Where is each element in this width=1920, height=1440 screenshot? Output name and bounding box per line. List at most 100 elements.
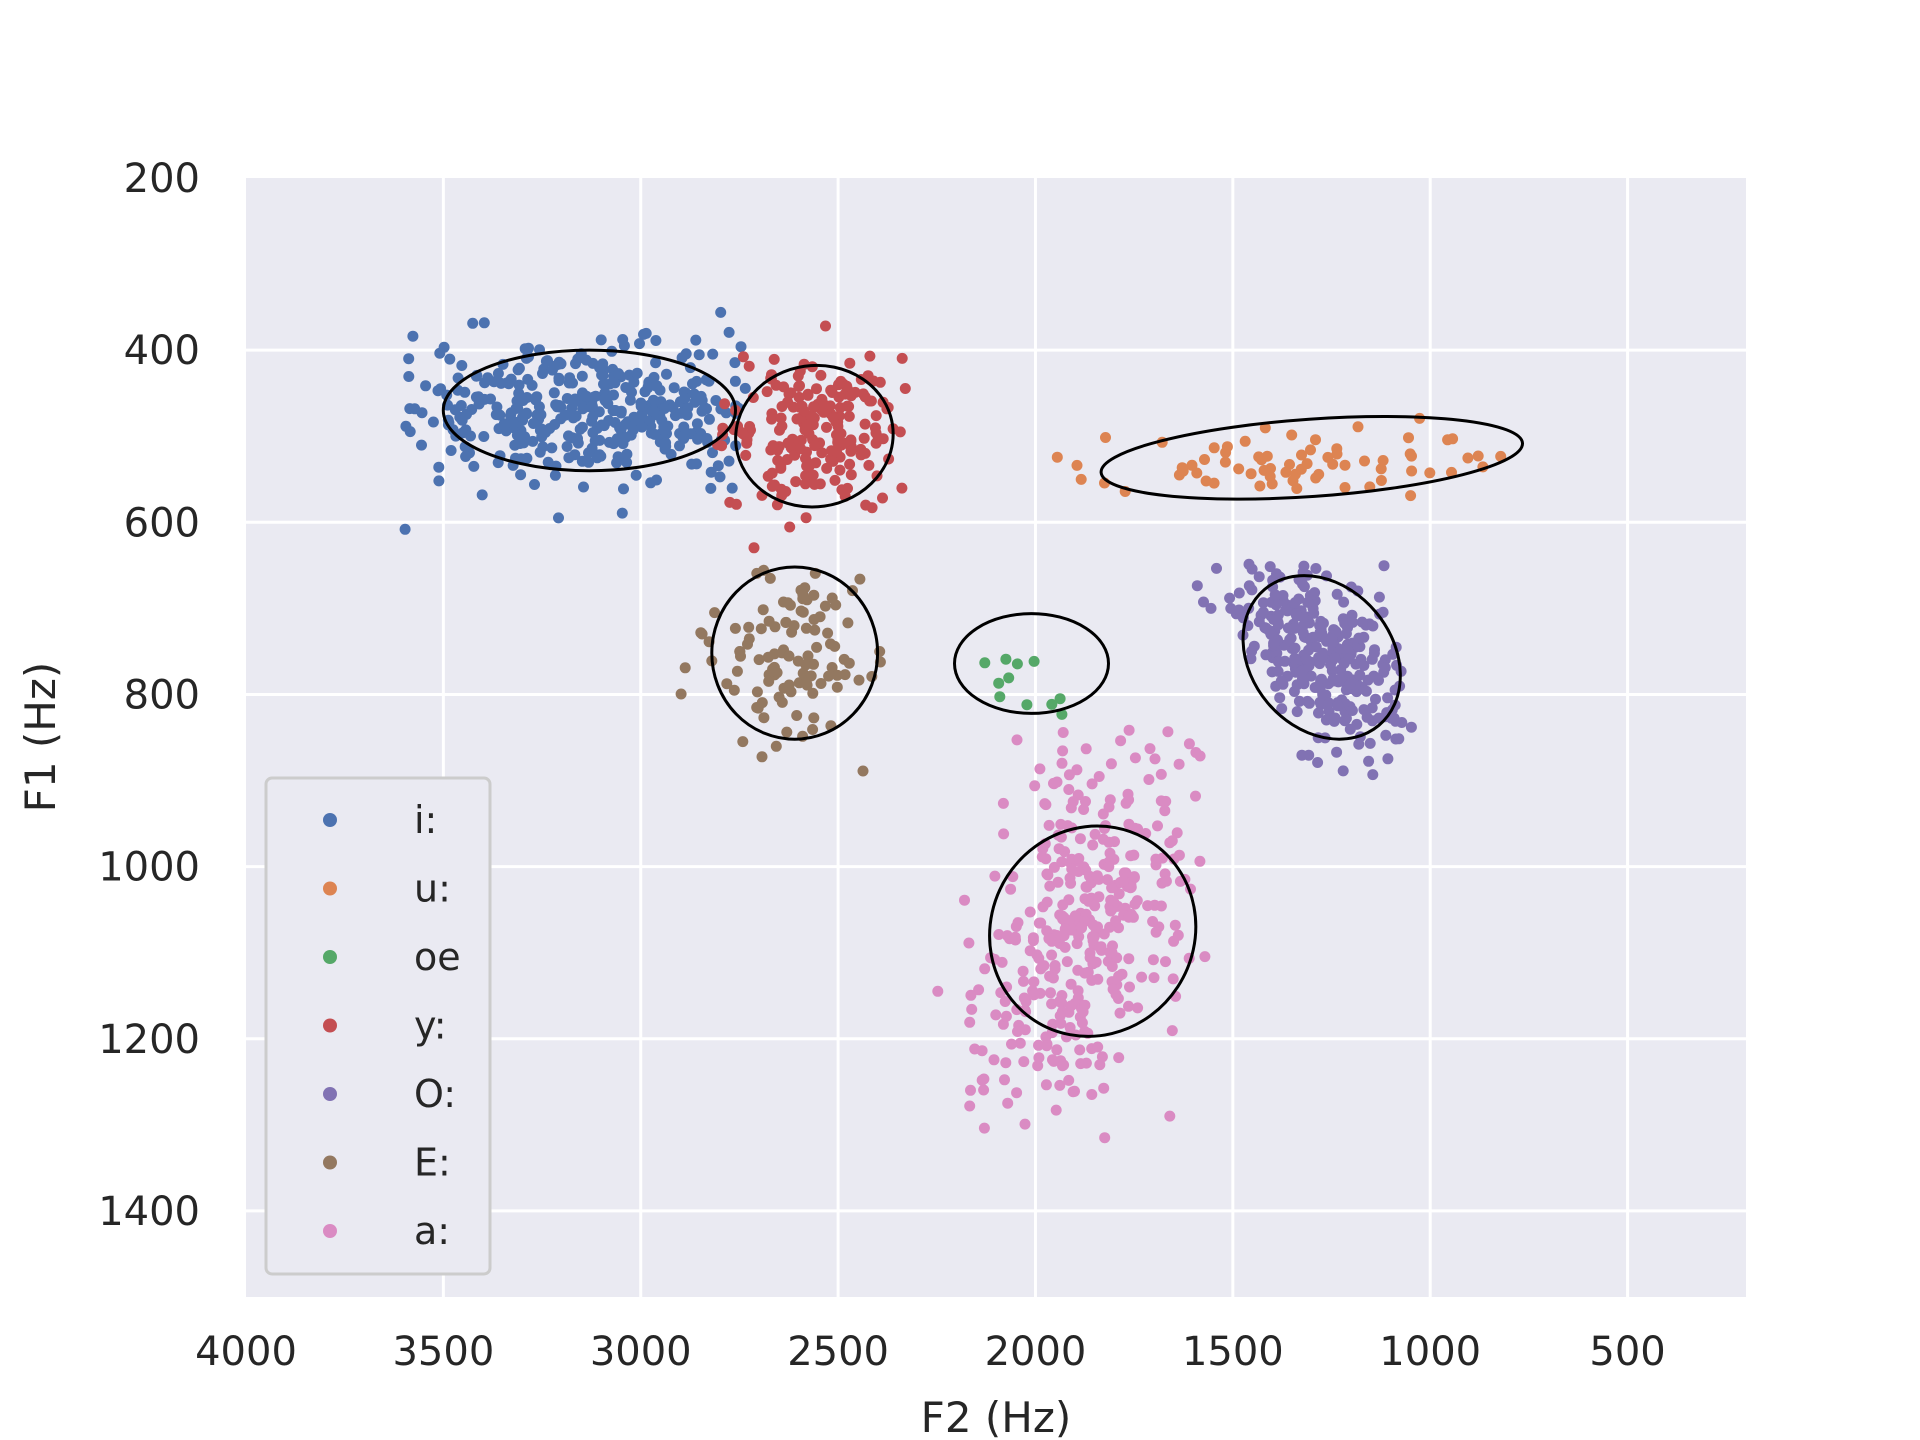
data-point (564, 372, 576, 384)
data-point (740, 449, 752, 461)
data-point (800, 622, 812, 634)
data-point (701, 403, 712, 415)
data-point (1113, 1052, 1125, 1064)
data-point (780, 486, 792, 497)
data-point (701, 433, 713, 444)
data-point (795, 605, 807, 617)
data-point (1268, 637, 1280, 649)
data-point (534, 446, 546, 458)
data-point (1012, 917, 1024, 929)
data-point (781, 726, 793, 738)
data-point (679, 662, 691, 674)
data-point (527, 418, 539, 429)
data-point (827, 455, 839, 467)
data-point (696, 628, 708, 640)
data-point (693, 349, 705, 361)
data-point (791, 710, 803, 721)
data-point (715, 306, 727, 318)
data-point (1271, 613, 1283, 625)
data-point (540, 426, 551, 438)
data-point (999, 1074, 1010, 1086)
data-point (1046, 949, 1058, 961)
data-point (1049, 960, 1061, 971)
data-point (843, 410, 855, 422)
data-point (1326, 633, 1338, 645)
data-point (1310, 563, 1322, 574)
data-point (1040, 799, 1052, 811)
data-point (959, 894, 970, 906)
data-point (1277, 590, 1289, 601)
data-point (815, 678, 827, 689)
data-point (1090, 956, 1102, 968)
data-point (1264, 561, 1276, 573)
data-point (1315, 699, 1327, 711)
data-point (533, 401, 545, 413)
data-point (782, 437, 794, 449)
data-point (764, 572, 776, 584)
data-point (1166, 835, 1178, 847)
data-point (1379, 662, 1391, 674)
data-point (1339, 715, 1351, 727)
data-point (842, 617, 854, 629)
data-point (485, 393, 496, 405)
data-point (755, 623, 767, 635)
data-point (598, 378, 609, 390)
ellipse (734, 363, 895, 509)
data-point (766, 467, 778, 479)
data-point (864, 350, 876, 362)
data-point (433, 461, 445, 473)
data-point (1041, 896, 1053, 908)
data-point (742, 638, 753, 650)
data-point (965, 989, 977, 1001)
data-point (1081, 881, 1093, 893)
data-point (492, 368, 504, 379)
data-point (624, 394, 636, 406)
data-point (723, 455, 735, 467)
x-tick-label: 1000 (1379, 1329, 1481, 1375)
data-point (1103, 861, 1115, 873)
data-point (866, 502, 878, 514)
data-point (807, 687, 819, 699)
data-point (1373, 674, 1384, 686)
data-point (611, 457, 623, 469)
data-point (630, 469, 642, 481)
data-point (793, 391, 805, 403)
data-point (1186, 459, 1198, 471)
data-point (1152, 820, 1163, 832)
data-point (1173, 758, 1185, 770)
data-point (620, 418, 632, 430)
data-point (739, 382, 751, 394)
data-point (455, 400, 467, 411)
data-point (553, 512, 564, 524)
data-point (741, 437, 753, 449)
data-point (1063, 769, 1075, 781)
data-point (999, 996, 1011, 1007)
data-point (1123, 911, 1135, 923)
data-point (1312, 757, 1324, 768)
data-point (932, 985, 944, 997)
data-point (1331, 443, 1343, 455)
data-point (461, 408, 472, 420)
data-point (1018, 992, 1030, 1004)
data-point (830, 599, 842, 611)
data-point (1058, 912, 1070, 924)
data-point (1340, 628, 1352, 640)
data-point (751, 686, 763, 698)
data-point (553, 375, 565, 387)
ellipse (441, 348, 738, 473)
data-point (1089, 828, 1101, 840)
data-point (1406, 465, 1418, 477)
data-point (1205, 602, 1217, 614)
data-point (1390, 733, 1402, 745)
data-point (794, 380, 805, 392)
data-point (507, 417, 519, 429)
data-point (1009, 931, 1021, 943)
data-point (1280, 604, 1292, 616)
data-point (1148, 972, 1160, 984)
data-point (1331, 746, 1343, 758)
data-point (770, 740, 782, 752)
data-point (1305, 444, 1316, 456)
data-point (1373, 591, 1385, 603)
data-point (1054, 693, 1066, 705)
data-point (1074, 1044, 1086, 1056)
